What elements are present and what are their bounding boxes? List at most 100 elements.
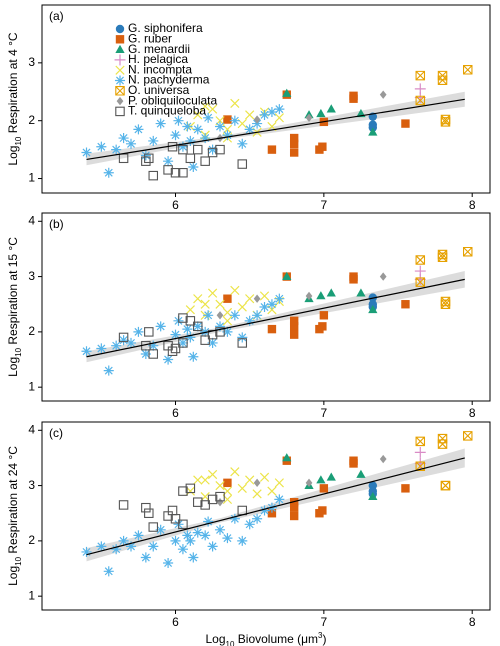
marker	[200, 133, 211, 144]
marker	[222, 316, 233, 326]
marker	[185, 535, 196, 546]
marker	[305, 291, 313, 301]
marker	[103, 167, 114, 178]
marker	[462, 431, 473, 441]
plot-frame	[41, 4, 491, 194]
marker	[237, 535, 248, 546]
marker	[415, 255, 426, 265]
marker	[167, 505, 178, 516]
label-script: 10	[14, 347, 23, 356]
marker	[185, 483, 196, 494]
marker	[111, 144, 122, 155]
marker	[253, 294, 261, 303]
x-tick-label: 6	[172, 615, 179, 629]
marker	[133, 530, 144, 541]
marker	[170, 535, 181, 546]
label-part: Log	[206, 632, 226, 646]
marker	[163, 557, 174, 569]
marker	[188, 351, 199, 362]
marker	[326, 472, 336, 481]
marker	[245, 475, 255, 485]
marker	[203, 516, 214, 527]
marker	[415, 436, 426, 447]
y-tick-label: 3	[28, 478, 35, 492]
marker	[200, 530, 211, 541]
marker	[133, 124, 144, 135]
marker	[81, 147, 92, 158]
marker	[185, 305, 195, 315]
x-tick-label: 6	[172, 406, 179, 420]
marker	[207, 469, 218, 480]
y-tick-label: 4	[28, 422, 35, 436]
marker	[185, 316, 196, 326]
marker	[259, 291, 270, 301]
marker	[118, 133, 129, 144]
y-tick-label: 2	[28, 113, 35, 127]
y-tick-label: 1	[28, 379, 35, 393]
label-part: Respiration at 24 °C	[6, 446, 20, 557]
marker	[140, 150, 151, 161]
marker	[207, 104, 218, 114]
marker	[215, 480, 225, 491]
marker	[177, 544, 188, 555]
marker	[214, 321, 226, 332]
marker	[148, 522, 159, 532]
marker	[223, 478, 232, 488]
marker	[163, 156, 174, 167]
marker	[252, 310, 263, 321]
marker	[244, 315, 255, 326]
marker	[115, 86, 125, 96]
marker	[144, 327, 154, 337]
marker	[253, 478, 261, 488]
marker	[188, 161, 199, 173]
marker	[274, 478, 284, 488]
marker	[203, 310, 214, 321]
marker	[125, 541, 137, 552]
fit-line	[86, 98, 465, 161]
plot-frame	[41, 212, 491, 402]
marker	[237, 159, 248, 169]
y-tick-label: 1	[28, 171, 35, 185]
marker	[462, 246, 473, 257]
marker	[182, 530, 193, 541]
marker	[200, 156, 210, 166]
marker	[178, 144, 188, 155]
marker	[182, 121, 193, 132]
marker	[207, 288, 218, 298]
marker	[415, 70, 426, 81]
marker	[253, 115, 261, 124]
marker	[144, 153, 154, 164]
marker	[252, 489, 262, 499]
x-tick-label: 8	[469, 406, 476, 420]
y-axis-title: Log10 Respiration at 24 °C	[6, 446, 22, 586]
marker	[111, 340, 122, 351]
legend-label: N. pachyderma	[128, 73, 210, 87]
marker	[356, 288, 366, 297]
marker	[437, 252, 448, 262]
marker	[229, 115, 240, 126]
marker	[203, 112, 214, 123]
legend-label: G. ruber	[128, 31, 172, 45]
marker	[115, 65, 125, 75]
marker	[229, 513, 240, 524]
legend-label: O. universa	[128, 83, 190, 97]
legend-label: H. pelagica	[128, 52, 188, 66]
marker	[207, 144, 218, 155]
marker	[368, 304, 378, 314]
legend-label: T. quinqueloba	[128, 104, 206, 118]
marker	[230, 467, 240, 477]
marker	[282, 453, 292, 462]
marker	[185, 153, 196, 164]
marker	[200, 299, 210, 309]
marker	[230, 98, 240, 108]
marker	[115, 35, 125, 44]
marker	[96, 343, 107, 354]
marker	[115, 44, 125, 53]
marker	[319, 484, 329, 493]
marker	[216, 311, 224, 320]
marker	[318, 506, 327, 515]
legend-label: P. obliquiloculata	[128, 93, 218, 107]
marker	[170, 343, 181, 354]
marker	[192, 527, 203, 538]
